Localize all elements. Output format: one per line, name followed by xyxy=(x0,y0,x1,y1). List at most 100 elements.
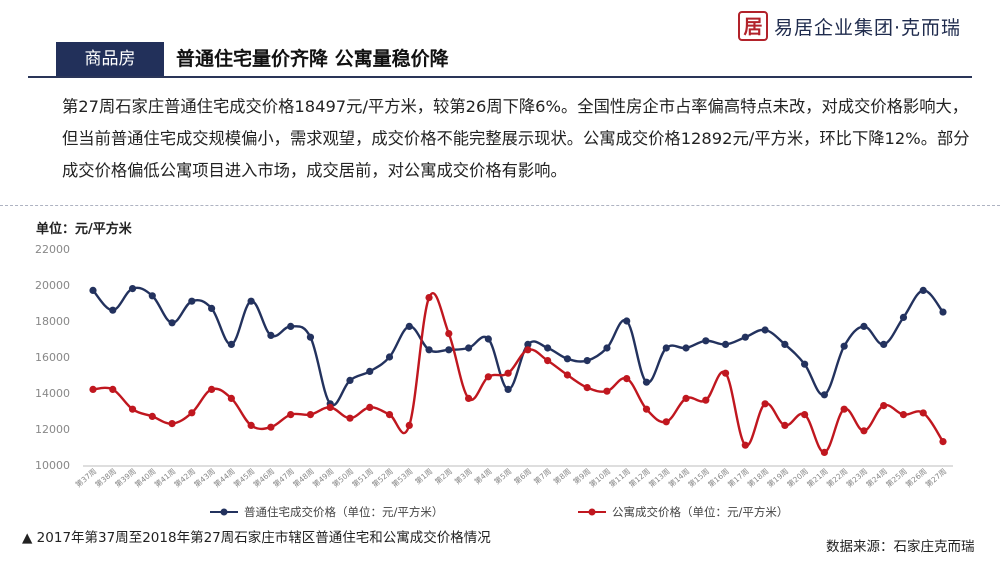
x-tick-label: 第46周 xyxy=(251,466,276,489)
y-tick-label: 14000 xyxy=(35,387,70,400)
residential-price-point xyxy=(425,346,433,354)
residential-price-point xyxy=(306,333,315,341)
legend-label: 普通住宅成交价格（单位：元/平方米） xyxy=(244,505,443,519)
apartment-price-point xyxy=(820,448,828,456)
apartment-price-point xyxy=(524,346,532,354)
residential-price-point xyxy=(880,340,888,348)
x-tick-label: 第51周 xyxy=(350,466,375,489)
residential-price-point xyxy=(603,344,611,352)
apartment-price-point xyxy=(464,394,473,402)
legend-label: 公寓成交价格（单位：元/平方米） xyxy=(612,505,788,519)
x-tick-label: 第3周 xyxy=(452,466,474,486)
residential-price-point xyxy=(464,344,473,352)
x-tick-label: 第18周 xyxy=(745,466,770,489)
apartment-price-point xyxy=(544,357,552,365)
y-tick-label: 18000 xyxy=(35,315,70,328)
page-title: 普通住宅量价齐降 公寓量稳价降 xyxy=(176,48,449,70)
residential-price-point xyxy=(623,317,631,325)
y-tick-label: 10000 xyxy=(35,459,70,472)
apartment-price-point xyxy=(287,411,295,419)
x-tick-label: 第50周 xyxy=(330,466,355,489)
y-tick-label: 20000 xyxy=(35,279,70,292)
residential-price-point xyxy=(761,326,769,334)
logo-text: 易居企业集团·克而瑞 xyxy=(774,16,962,39)
apartment-price-point xyxy=(603,387,611,395)
x-tick-label: 第37周 xyxy=(73,466,98,489)
section-tag: 商品房 xyxy=(56,42,164,76)
apartment-price-point xyxy=(880,402,888,410)
apartment-price-point xyxy=(899,411,908,419)
residential-price-point xyxy=(267,331,275,339)
residential-price-point xyxy=(939,308,947,316)
x-tick-label: 第20周 xyxy=(785,466,810,489)
x-tick-label: 第15周 xyxy=(686,466,711,489)
residential-price-point xyxy=(801,360,809,368)
residential-price-point xyxy=(741,333,749,341)
apartment-price-point xyxy=(702,396,710,404)
residential-price-point xyxy=(840,342,848,350)
x-tick-label: 第21周 xyxy=(804,466,829,489)
residential-price-point xyxy=(208,304,216,312)
residential-price-point xyxy=(366,367,374,375)
residential-price-point xyxy=(899,313,908,321)
x-tick-label: 第12周 xyxy=(627,466,652,489)
apartment-price-point xyxy=(642,405,651,413)
y-tick-label: 16000 xyxy=(35,351,70,364)
residential-price-point xyxy=(504,385,512,393)
apartment-price-point xyxy=(227,394,235,402)
residential-price-point xyxy=(524,340,532,348)
x-tick-label: 第1周 xyxy=(413,466,435,486)
residential-price-point xyxy=(287,322,295,330)
x-tick-label: 第13周 xyxy=(646,466,671,489)
apartment-price-point xyxy=(168,420,176,428)
x-tick-label: 第44周 xyxy=(211,466,236,489)
residential-price-point xyxy=(544,344,552,352)
y-tick-label: 12000 xyxy=(35,423,70,436)
apartment-price-point xyxy=(781,421,789,429)
residential-price-point xyxy=(860,322,868,330)
x-tick-label: 第6周 xyxy=(512,466,534,486)
residential-price-point xyxy=(385,353,394,361)
residential-price-point xyxy=(919,286,927,294)
apartment-price-point xyxy=(761,400,769,408)
x-tick-label: 第53周 xyxy=(389,466,414,489)
x-tick-label: 第26周 xyxy=(903,466,928,489)
residential-price-point xyxy=(89,286,97,294)
x-tick-label: 第47周 xyxy=(271,466,296,489)
data-source: 数据来源：石家庄克而瑞 xyxy=(826,539,975,555)
residential-price-point xyxy=(445,346,453,354)
x-tick-label: 第43周 xyxy=(192,466,217,489)
x-tick-label: 第24周 xyxy=(864,466,889,489)
x-tick-label: 第42周 xyxy=(172,466,197,489)
apartment-price-point xyxy=(721,369,730,377)
x-tick-label: 第10周 xyxy=(587,466,612,489)
x-tick-label: 第22周 xyxy=(824,466,849,489)
apartment-price-point xyxy=(445,330,453,338)
x-tick-label: 第25周 xyxy=(884,466,909,489)
x-tick-label: 第27周 xyxy=(923,466,948,489)
residential-price-point xyxy=(820,391,828,399)
x-tick-label: 第8周 xyxy=(551,466,573,486)
apartment-price-point xyxy=(405,421,413,429)
x-tick-label: 第7周 xyxy=(531,466,553,486)
residential-price-point xyxy=(346,376,354,384)
apartment-price-point xyxy=(366,403,374,411)
residential-price-point xyxy=(405,322,413,330)
x-tick-label: 第41周 xyxy=(152,466,177,489)
x-tick-label: 第16周 xyxy=(706,466,731,489)
apartment-price-point xyxy=(939,438,947,446)
residential-price-point xyxy=(563,355,572,363)
residential-price-point xyxy=(109,306,117,314)
apartment-price-point xyxy=(583,384,591,392)
x-tick-label: 第38周 xyxy=(93,466,118,489)
residential-price-point xyxy=(583,357,591,365)
apartment-price-point xyxy=(425,294,433,302)
apartment-price-point xyxy=(326,403,334,411)
x-tick-label: 第11周 xyxy=(607,466,632,489)
apartment-price-point xyxy=(623,375,631,383)
x-tick-label: 第52周 xyxy=(370,466,395,489)
residential-price-point xyxy=(128,285,137,293)
apartment-price-point xyxy=(484,373,492,381)
x-tick-label: 第49周 xyxy=(310,466,335,489)
